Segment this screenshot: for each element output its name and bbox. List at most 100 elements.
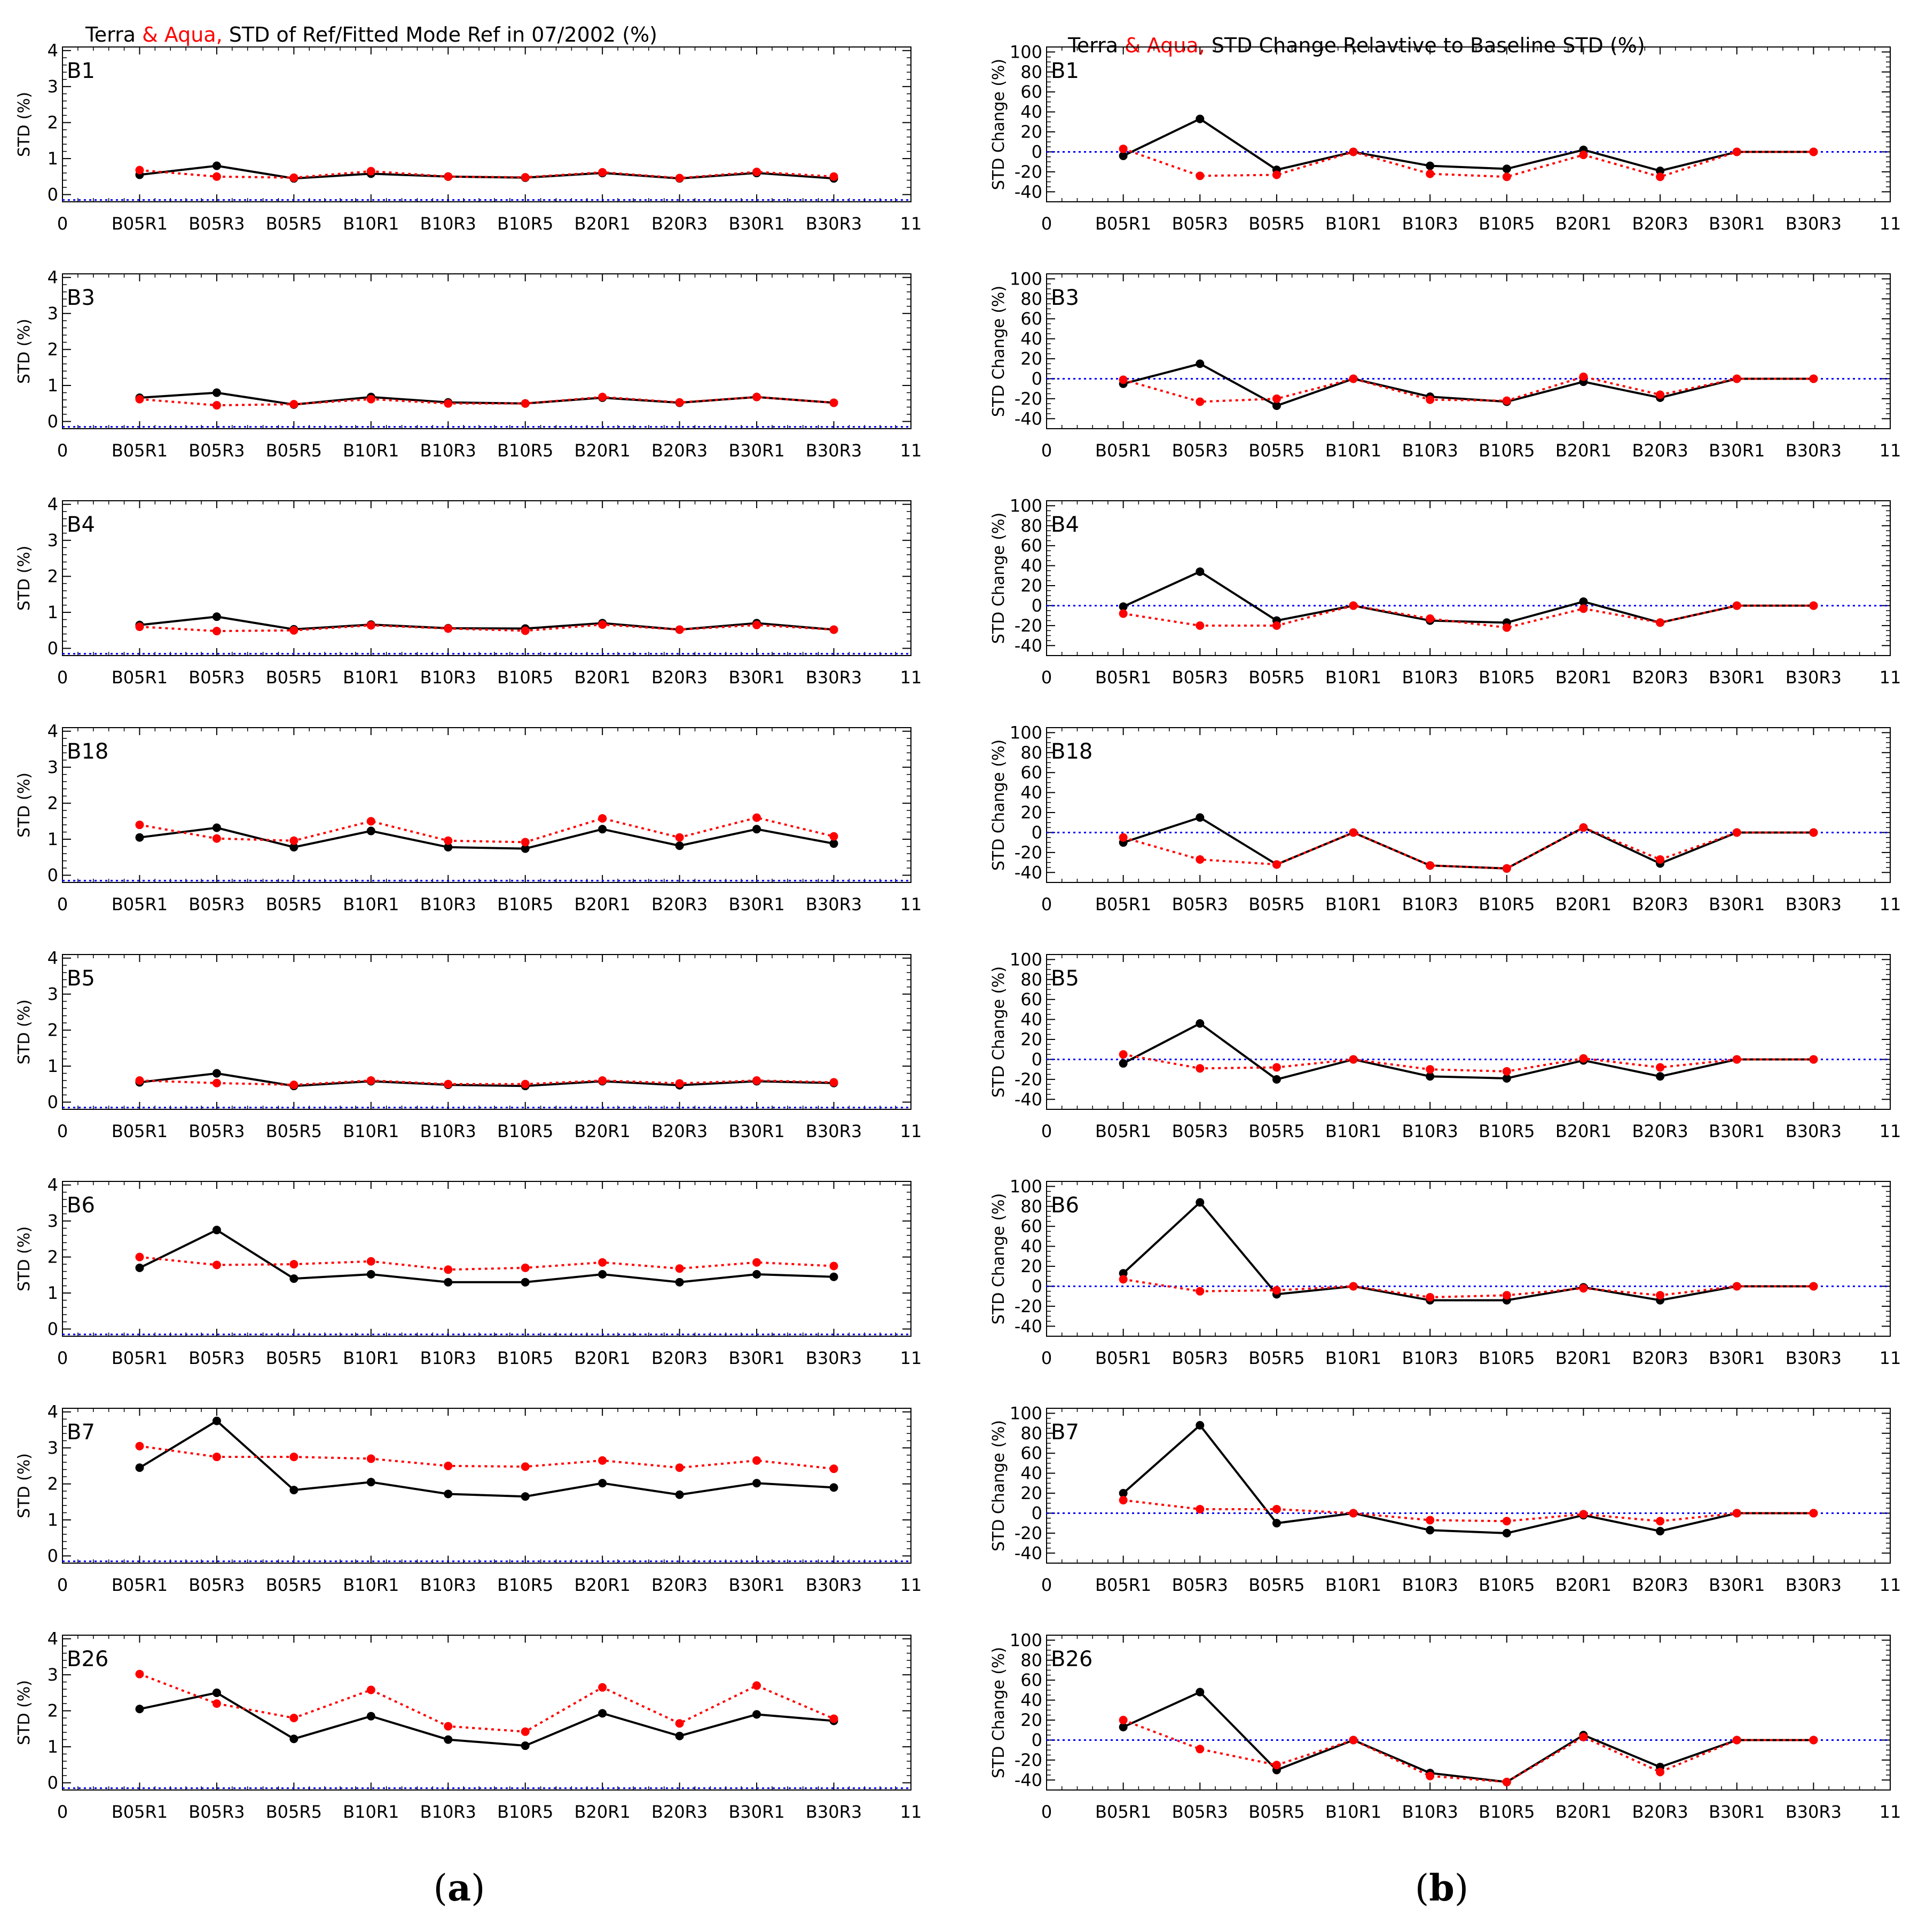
- data-point-terra: [366, 1270, 375, 1279]
- x-tick-label: B10R1: [1325, 1575, 1381, 1595]
- y-tick-label: 80: [1020, 969, 1042, 990]
- y-tick-label: 0: [48, 412, 58, 432]
- subplot-b18: 0 1 2 3 4 0 11 B05R1 B05R3 B05R5 B10R1 B10R3 B10R5 B2…: [15, 721, 922, 914]
- series-line-aqua: [139, 623, 834, 633]
- y-axis-label: STD Change (%): [989, 59, 1008, 190]
- data-point-aqua: [1196, 1504, 1205, 1513]
- x-tick-label: B30R3: [1786, 214, 1842, 234]
- data-point-aqua: [135, 622, 144, 632]
- title-rest: STD of Ref/Fitted Mode Ref in 07/2002 (%…: [229, 23, 657, 46]
- data-point-terra: [1196, 813, 1205, 822]
- data-point-aqua: [1502, 1067, 1511, 1076]
- data-point-terra: [366, 826, 375, 835]
- x-tick-label: B30R3: [1786, 894, 1842, 914]
- x-tick-label: 0: [57, 667, 68, 688]
- y-tick-label: 20: [1020, 349, 1042, 369]
- x-tick-label: B05R3: [1172, 214, 1228, 234]
- x-tick-label: B10R3: [420, 1121, 476, 1141]
- data-point-aqua: [1579, 1054, 1588, 1063]
- y-tick-label: 0: [48, 865, 58, 886]
- y-tick-label: 20: [1020, 1029, 1042, 1050]
- data-point-aqua: [521, 626, 530, 635]
- x-tick-label: 0: [57, 894, 68, 914]
- x-tick-label: B05R1: [112, 440, 168, 461]
- x-tick-label: B20R1: [575, 1348, 631, 1368]
- data-point-terra: [212, 1688, 221, 1697]
- data-point-aqua: [366, 1454, 375, 1463]
- data-point-aqua: [366, 1685, 375, 1694]
- data-point-aqua: [1272, 1286, 1281, 1295]
- x-tick-label: 0: [57, 214, 68, 234]
- data-point-terra: [1119, 1269, 1128, 1278]
- data-point-aqua: [829, 625, 838, 634]
- data-point-aqua: [1809, 1509, 1818, 1518]
- data-point-aqua: [598, 1683, 607, 1692]
- y-axis-label: STD Change (%): [989, 966, 1008, 1098]
- x-tick-label: B05R3: [188, 1121, 245, 1141]
- x-tick-label: B30R3: [1786, 1802, 1842, 1822]
- data-point-terra: [366, 1712, 375, 1721]
- chart-title: Terra & Aqua, STD of Ref/Fitted Mode Ref…: [85, 23, 657, 46]
- data-point-aqua: [135, 395, 144, 404]
- data-point-aqua: [1732, 828, 1741, 837]
- data-point-aqua: [1732, 1509, 1741, 1518]
- x-tick-label: B10R3: [1402, 1121, 1458, 1141]
- title-aqua: Aqua,: [1147, 34, 1212, 57]
- y-tick-label: -20: [1015, 1069, 1042, 1090]
- x-tick-label: B20R3: [1632, 894, 1688, 914]
- x-tick-label: B05R1: [112, 1121, 168, 1141]
- y-tick-label: 40: [1020, 1463, 1042, 1484]
- x-tick-label: B20R3: [651, 1348, 708, 1368]
- y-tick-label: 0: [1032, 1049, 1042, 1069]
- data-point-aqua: [1349, 374, 1358, 383]
- x-tick-label: B05R1: [112, 1575, 168, 1595]
- x-tick-label: B05R5: [1248, 894, 1304, 914]
- x-tick-label: B05R5: [266, 214, 322, 234]
- y-tick-label: 80: [1020, 289, 1042, 309]
- x-tick-label: B10R5: [497, 214, 553, 234]
- x-tick-label: B05R5: [266, 440, 322, 461]
- plot-frame: [62, 1635, 911, 1791]
- x-tick-label: 0: [1041, 1348, 1052, 1368]
- y-tick-label: 1: [48, 375, 58, 396]
- x-tick-label: B30R3: [806, 667, 862, 688]
- data-point-aqua: [1119, 375, 1128, 384]
- y-tick-label: 2: [48, 340, 58, 360]
- y-tick-label: -20: [1015, 1523, 1042, 1543]
- plot-frame: [1046, 1181, 1891, 1337]
- plot-frame: [1046, 954, 1891, 1110]
- data-point-aqua: [1502, 864, 1511, 873]
- y-tick-label: -40: [1015, 1089, 1042, 1109]
- data-point-aqua: [444, 1265, 453, 1274]
- x-tick-label: B20R3: [651, 1802, 708, 1822]
- x-tick-label: B20R1: [1555, 1348, 1612, 1368]
- data-point-terra: [1426, 1072, 1435, 1081]
- y-tick-label: 100: [1010, 495, 1042, 516]
- x-tick-label: 0: [1041, 1575, 1052, 1595]
- data-point-aqua: [289, 400, 298, 409]
- y-tick-label: 4: [48, 1402, 58, 1422]
- data-point-aqua: [1426, 1516, 1435, 1525]
- band-label: B26: [67, 1647, 108, 1671]
- data-point-terra: [1656, 1072, 1665, 1081]
- data-point-terra: [1196, 359, 1205, 368]
- x-tick-label: B20R1: [1555, 1802, 1612, 1822]
- data-point-terra: [289, 842, 298, 851]
- data-point-aqua: [752, 168, 761, 177]
- x-tick-label: B05R5: [1248, 1575, 1304, 1595]
- y-tick-label: 60: [1020, 535, 1042, 556]
- data-point-aqua: [135, 1441, 144, 1450]
- data-point-aqua: [1656, 172, 1665, 182]
- series-line-terra: [139, 1691, 834, 1747]
- x-tick-label: 11: [1880, 1121, 1901, 1141]
- data-point-terra: [212, 823, 221, 832]
- y-tick-label: 40: [1020, 1690, 1042, 1710]
- y-axis-label: STD (%): [15, 1226, 34, 1291]
- data-point-aqua: [521, 838, 530, 847]
- data-point-aqua: [1119, 1050, 1128, 1059]
- y-tick-label: 20: [1020, 802, 1042, 823]
- x-tick-label: 0: [1041, 1121, 1052, 1141]
- x-tick-label: B20R3: [651, 667, 708, 688]
- x-tick-label: B30R3: [1786, 667, 1842, 688]
- x-tick-label: 11: [1880, 440, 1901, 461]
